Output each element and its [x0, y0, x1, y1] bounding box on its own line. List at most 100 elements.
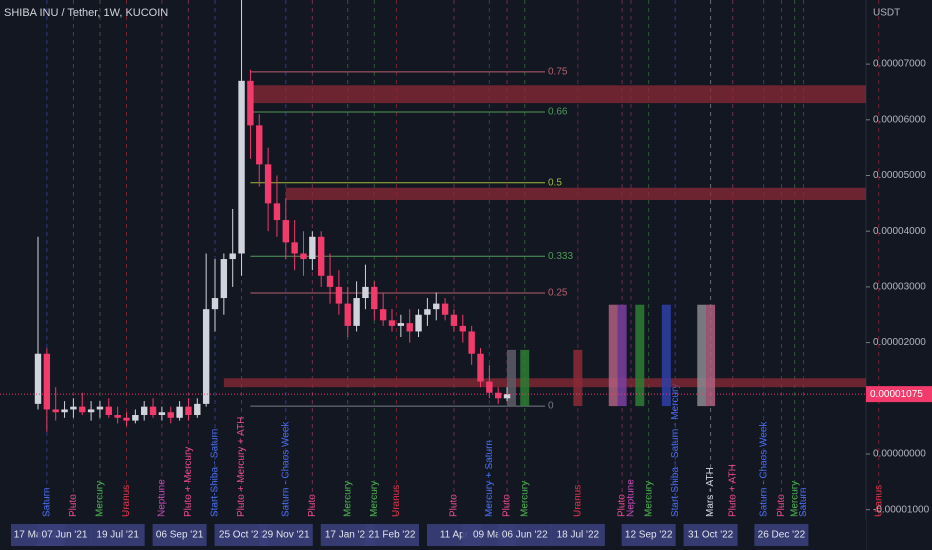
event-label: Pluto + Mercury + ATH — [236, 417, 247, 517]
date-label: 11 Apr — [440, 530, 469, 541]
price-axis: 0.00007000 0.00006000 0.00005000 0.00004000… — [0, 59, 932, 515]
y-tick-label: -0.00001000 — [873, 504, 930, 515]
candle-body — [388, 320, 396, 326]
date-label-box — [258, 524, 313, 546]
date-label: 31 Oct '22 — [688, 530, 734, 541]
candle-body — [344, 303, 351, 326]
candle-body — [441, 303, 449, 315]
candle-body — [79, 406, 86, 413]
y-tick-label: 0.00006000 — [873, 114, 926, 125]
date-label: 18 Jul '22 — [557, 530, 600, 541]
candle-body — [185, 406, 192, 416]
candle-body — [468, 331, 475, 354]
date-label-box — [214, 524, 269, 546]
candle-body — [256, 125, 263, 165]
chart-title: SHIBA INU / Tether, 1W, KUCOIN — [4, 7, 168, 19]
event-label: Mercury + Saturn — [484, 440, 495, 517]
date-label: 06 Jun '22 — [502, 530, 548, 541]
candle-body — [353, 298, 360, 326]
date-label: 07 Jun '21 — [42, 530, 88, 541]
candle-body — [450, 314, 458, 326]
date-label: 06 Sep '21 — [156, 530, 204, 541]
candle-body — [424, 309, 431, 315]
candle-body — [158, 412, 166, 416]
projection-bar — [608, 304, 618, 407]
candle-body — [291, 242, 298, 254]
candle-body — [273, 203, 281, 221]
candle-body — [495, 392, 502, 399]
candle-body — [149, 406, 157, 416]
candle-body — [406, 323, 413, 332]
zone — [285, 187, 866, 201]
candle-body — [459, 325, 466, 332]
date-label: 25 Oct '21 — [219, 530, 265, 541]
projection-bar — [706, 304, 716, 407]
y-tick-label: 0.00002000 — [873, 337, 926, 348]
y-tick-label: 0.00000000 — [873, 449, 926, 460]
candle-body — [176, 406, 183, 418]
event-label: Pluto — [449, 494, 460, 517]
event-label: Pluto + Mercury — [183, 447, 194, 517]
candle-body — [371, 286, 378, 310]
fib-label: 0.66 — [548, 107, 568, 118]
candle-body — [486, 381, 493, 393]
candle-body — [247, 80, 254, 126]
candle-body — [282, 220, 289, 243]
fib-label: 0.5 — [548, 177, 562, 188]
candle-body — [415, 314, 422, 332]
event-label: Uranus — [873, 485, 884, 517]
event-label: Pluto — [617, 494, 628, 517]
candle-body — [318, 236, 325, 276]
candle-body — [132, 415, 139, 421]
date-label-box — [365, 524, 419, 546]
candle-body — [70, 406, 77, 410]
event-label: Neptune — [626, 479, 637, 517]
candle-body — [34, 353, 42, 404]
fib-label: 0.75 — [548, 67, 568, 78]
event-label: Saturn - Chaos Week — [758, 421, 769, 517]
event-label: Mercury — [519, 481, 530, 517]
date-label-box — [320, 524, 375, 546]
candle-body — [362, 286, 369, 299]
date-label: 26 Dec '22 — [758, 530, 806, 541]
candle-body — [141, 406, 148, 416]
date-label: 09 May — [473, 530, 506, 541]
event-label: Pluto — [68, 494, 79, 517]
candle-body — [211, 298, 219, 310]
date-label: 12 Sep '22 — [625, 530, 673, 541]
candle-body — [123, 417, 130, 421]
date-label-box — [550, 524, 605, 546]
zone — [223, 378, 867, 388]
candle-body — [238, 80, 245, 254]
candle-body — [326, 275, 334, 287]
date-label: 19 Jul '21 — [96, 530, 139, 541]
y-tick-label: 0.00004000 — [873, 226, 926, 237]
candles — [34, 0, 511, 432]
date-label-box — [152, 524, 207, 546]
candle-body — [114, 415, 121, 418]
projection-bar — [506, 349, 516, 407]
zones — [223, 85, 867, 388]
fib-label: 0 — [548, 401, 554, 412]
y-tick-label: 0.00007000 — [873, 59, 926, 70]
candle-body — [309, 236, 316, 260]
event-label: Pluto — [502, 494, 513, 517]
event-label: Mercury — [789, 481, 800, 517]
date-label-box — [37, 524, 92, 546]
date-label: 29 Nov '21 — [262, 530, 310, 541]
y-tick-label: 0.00005000 — [873, 170, 926, 181]
candle-body — [503, 394, 511, 399]
projection-bar — [635, 304, 645, 407]
date-label: 21 Feb '22 — [369, 530, 416, 541]
event-label: Uranus — [391, 485, 402, 517]
candle-body — [194, 403, 201, 416]
candle-body — [43, 353, 51, 410]
projection-bar — [617, 304, 627, 407]
date-label-box — [683, 524, 738, 546]
event-label: Uranus — [121, 485, 132, 517]
event-label: Mercury — [369, 481, 380, 517]
candle-body — [167, 412, 174, 418]
event-label: Mercury — [643, 481, 654, 517]
candle-body — [96, 406, 104, 410]
